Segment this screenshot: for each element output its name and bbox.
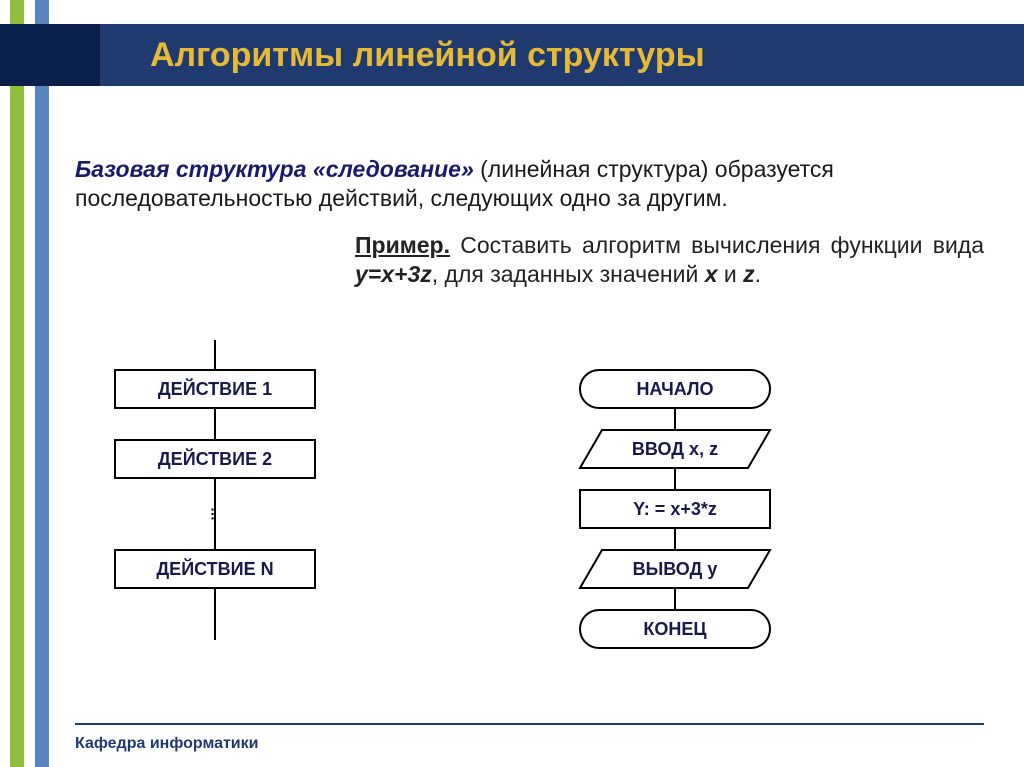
example-after: , для заданных значений: [432, 261, 705, 287]
svg-text:ВЫВОД y: ВЫВОД y: [633, 559, 718, 579]
example-before: Составить алгоритм вычисления функции ви…: [450, 232, 984, 258]
intro-lead-paren: (линейная структура): [474, 156, 709, 182]
svg-text:ДЕЙСТВИЕ N: ДЕЙСТВИЕ N: [156, 558, 273, 579]
header-band: Алгоритмы линейной структуры: [0, 24, 1024, 86]
content-area: Базовая структура «следование» (линейная…: [75, 155, 984, 290]
example-period: .: [755, 261, 761, 287]
slide-title: Алгоритмы линейной структуры: [150, 36, 705, 75]
diagrams-area: ДЕЙСТВИЕ 1 ДЕЙСТВИЕ 2 ДЕЙСТВИЕ N … НАЧАЛО ВВ…: [75, 340, 984, 707]
example-paragraph: Пример. Составить алгоритм вычисления фу…: [355, 231, 984, 291]
right-flowchart: НАЧАЛО ВВОД x, z Y: = x+3*z ВЫВОД y КОНЕЦ: [545, 360, 825, 680]
svg-text:НАЧАЛО: НАЧАЛО: [636, 379, 713, 399]
intro-lead-bold: Базовая структура «следование»: [75, 156, 474, 182]
svg-text:ДЕЙСТВИЕ 1: ДЕЙСТВИЕ 1: [158, 378, 272, 399]
side-stripe-olive: [10, 0, 24, 767]
example-fn: y=x+3z: [355, 261, 432, 287]
footer-text: Кафедра информатики: [75, 735, 258, 753]
svg-text:КОНЕЦ: КОНЕЦ: [643, 619, 707, 639]
footer-line: [75, 723, 984, 725]
example-var-x: x: [705, 261, 718, 287]
intro-paragraph: Базовая структура «следование» (линейная…: [75, 155, 984, 213]
example-var-z: z: [743, 261, 755, 287]
svg-text:Y: = x+3*z: Y: = x+3*z: [633, 499, 717, 519]
svg-text:ВВОД x, z: ВВОД x, z: [632, 439, 718, 459]
header-accent: [0, 24, 100, 86]
example-label: Пример.: [355, 232, 450, 258]
svg-text:…: …: [208, 507, 224, 521]
example-and: и: [717, 261, 743, 287]
left-flowchart: ДЕЙСТВИЕ 1 ДЕЙСТВИЕ 2 ДЕЙСТВИЕ N …: [90, 340, 350, 660]
side-stripe-blue: [35, 0, 49, 767]
svg-text:ДЕЙСТВИЕ 2: ДЕЙСТВИЕ 2: [158, 448, 272, 469]
